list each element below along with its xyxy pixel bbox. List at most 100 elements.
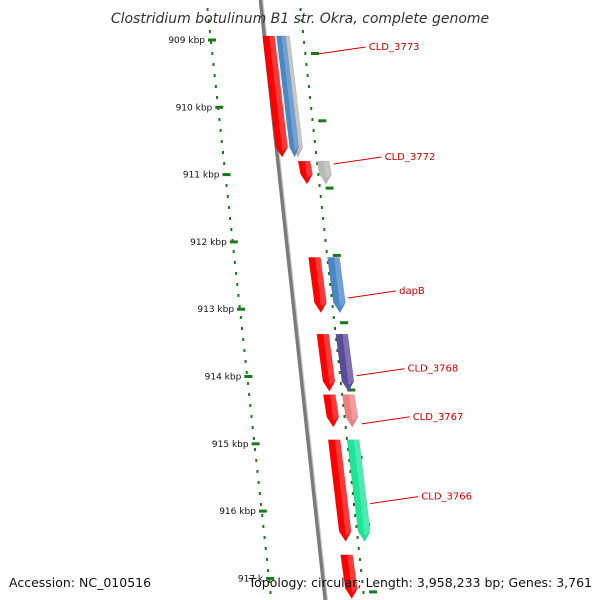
outer-ring-dot (351, 492, 354, 495)
map-title: Clostridium botulinum B1 str. Okra, comp… (111, 11, 489, 27)
outer-ring-dot (356, 536, 359, 539)
kbp-tick-label: 909 kbp (168, 36, 205, 46)
inner-ring-dot (260, 503, 263, 506)
inner-ring-dot (235, 272, 238, 275)
inner-ring-dot (251, 426, 254, 429)
gene-label-layer: CLD_3773 CLD_3772 dapB CLD_3768 CLD_3767 CLD_… (317, 42, 472, 505)
cds-arrow-shade (315, 257, 327, 307)
outer-ring-dot (339, 382, 342, 385)
inner-ring-dot (214, 85, 217, 88)
outer-major-tick (340, 321, 349, 325)
kbp-tick-label: 910 kbp (176, 103, 213, 113)
inner-ring-dot (223, 162, 226, 165)
inner-ring-dot (250, 415, 253, 418)
cds-arrow[interactable] (297, 160, 313, 185)
gene-leader-line (356, 368, 405, 377)
outer-ring-dot (342, 404, 345, 407)
kbp-tick-label: 917 k (238, 574, 264, 584)
gene-label[interactable]: CLD_3772 (385, 152, 436, 163)
outer-ring-dot (301, 30, 304, 33)
major-tick (266, 576, 275, 580)
cds-arrow[interactable] (316, 333, 336, 392)
feature-arrow-shade (323, 161, 332, 179)
kbp-tick-layer: 909 kbp 910 kbp 911 kbp 912 kbp 913 kbp 914 k… (168, 8, 378, 594)
cds-arrow[interactable] (340, 554, 358, 600)
feature-arrow-shade (342, 334, 354, 386)
outer-ring-dot (310, 107, 313, 110)
inner-ring-dot (220, 140, 223, 143)
outer-ring-dot (307, 85, 310, 88)
inner-ring-dot (248, 393, 251, 396)
feature-arrow-shade (353, 439, 371, 536)
outer-ring-dot (306, 74, 309, 77)
feature-arrow-gray-shade (285, 35, 303, 152)
inner-ring-dot (236, 283, 239, 286)
outer-ring-dot (338, 371, 341, 374)
major-tick (258, 509, 267, 513)
outer-ring-dot (350, 481, 353, 484)
gene-leader-line (361, 416, 410, 425)
outer-ring-dot (361, 580, 364, 583)
inner-ring-dot (262, 525, 265, 528)
inner-ring-dot (216, 96, 219, 99)
outer-major-tick (347, 388, 356, 392)
cds-arrow[interactable] (322, 394, 340, 428)
inner-ring-dot (244, 360, 247, 363)
inner-ring-dot (211, 52, 214, 55)
cds-arrow[interactable] (262, 35, 288, 158)
outer-ring-dot (313, 140, 316, 143)
feature-arrow[interactable] (346, 439, 371, 542)
inner-ring-dot (256, 470, 259, 473)
outer-ring-dot (320, 206, 323, 209)
inner-ring-dot (232, 250, 235, 253)
cds-arrow-shade (304, 161, 313, 179)
outer-ring-dot (345, 437, 348, 440)
cds-arrow-shade (269, 35, 288, 152)
gene-label[interactable]: dapB (399, 286, 425, 297)
inner-ring-dot (238, 305, 241, 308)
inner-ring-dot (264, 547, 267, 550)
topology-label: Topology: circular; Length: 3,958,233 bp… (248, 575, 592, 590)
outer-ring-dot (336, 349, 339, 352)
gene-leader-line (317, 46, 366, 55)
feature-arrow[interactable] (327, 257, 346, 314)
inner-ring-dot (269, 591, 272, 594)
outer-ring-dot (325, 250, 328, 253)
feature-arrow[interactable] (276, 35, 299, 158)
feature-arrow-shade (281, 35, 299, 152)
outer-ring-dot (328, 272, 331, 275)
inner-ring-dot (218, 118, 221, 121)
outer-ring-dot (341, 393, 344, 396)
cds-arrow-shade (323, 334, 335, 386)
feature-arrow[interactable] (341, 394, 359, 428)
outer-ring-dot (324, 239, 327, 242)
gene-label[interactable]: CLD_3773 (369, 42, 420, 53)
kbp-tick-label: 916 kbp (219, 507, 256, 517)
inner-ring-dot (207, 19, 210, 22)
gene-label[interactable]: CLD_3768 (407, 364, 458, 375)
cds-arrow[interactable] (327, 439, 352, 542)
inner-ring-dot (257, 481, 260, 484)
inner-ring-dot (240, 327, 243, 330)
feature-arrow-shade (348, 394, 358, 421)
gene-label[interactable]: CLD_3766 (421, 492, 472, 503)
outer-ring-dot (318, 184, 321, 187)
kbp-tick-label: 911 kbp (183, 171, 220, 181)
inner-ring-dot (221, 151, 224, 154)
inner-ring-dot (233, 261, 236, 264)
gene-label[interactable]: CLD_3767 (413, 412, 464, 423)
feature-arrow[interactable] (316, 160, 332, 185)
inner-ring-dot (261, 514, 264, 517)
outer-ring-dot (332, 316, 335, 319)
outer-ring-dot (300, 19, 303, 22)
outer-ring-dot (309, 96, 312, 99)
inner-ring-dot (213, 74, 216, 77)
inner-ring-dot (226, 195, 229, 198)
cds-arrow-shade (334, 439, 352, 536)
outer-ring-dot (322, 217, 325, 220)
cds-arrow[interactable] (308, 257, 327, 314)
feature-arrow[interactable] (335, 333, 355, 392)
gene-feature-layer (262, 35, 371, 600)
outer-ring-dot (358, 558, 361, 561)
outer-major-tick (318, 119, 327, 123)
